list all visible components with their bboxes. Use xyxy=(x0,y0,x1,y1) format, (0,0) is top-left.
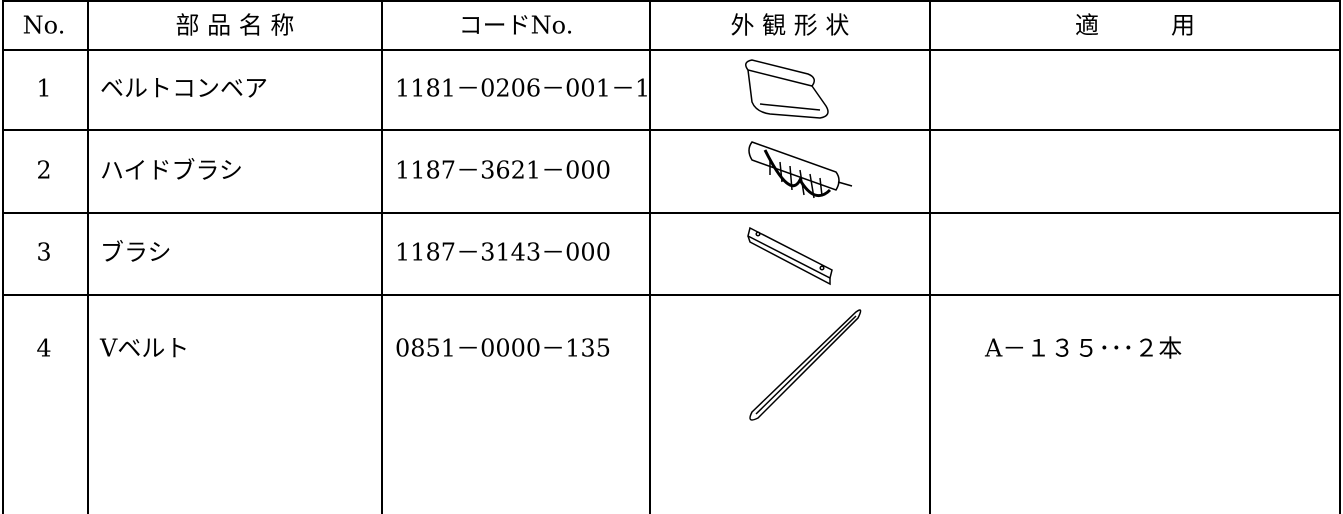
part-use: A－１３５･･･２本 xyxy=(984,335,1182,363)
row-number: 4 xyxy=(36,335,51,363)
belt-conveyor-icon xyxy=(745,59,829,119)
header-cell: 外 観 形 状 xyxy=(731,12,850,40)
part-name: ベルトコンベア xyxy=(100,75,268,103)
row-number: 2 xyxy=(36,157,51,185)
header-cell: 適 用 xyxy=(1075,12,1195,40)
row-number: 3 xyxy=(36,239,51,267)
brush-strip-icon xyxy=(747,226,833,286)
part-icons xyxy=(745,59,862,421)
part-code: 0851－0000－135 xyxy=(395,335,611,363)
v-belt-icon xyxy=(749,309,862,421)
part-name: ハイドブラシ xyxy=(100,157,243,185)
hyde-brush-icon xyxy=(748,141,853,199)
header-cell: 部 品 名 称 xyxy=(176,12,295,40)
part-name: ブラシ xyxy=(100,239,172,267)
header-cell: No. xyxy=(23,12,66,40)
part-code: 1187－3143－000 xyxy=(395,239,611,267)
header-cell: コードNo. xyxy=(459,12,574,40)
part-code: 1181－0206－001－1 xyxy=(395,75,650,103)
part-name: Vベルト xyxy=(99,335,189,363)
row-number: 1 xyxy=(36,75,51,103)
part-code: 1187－3621－000 xyxy=(395,157,611,185)
